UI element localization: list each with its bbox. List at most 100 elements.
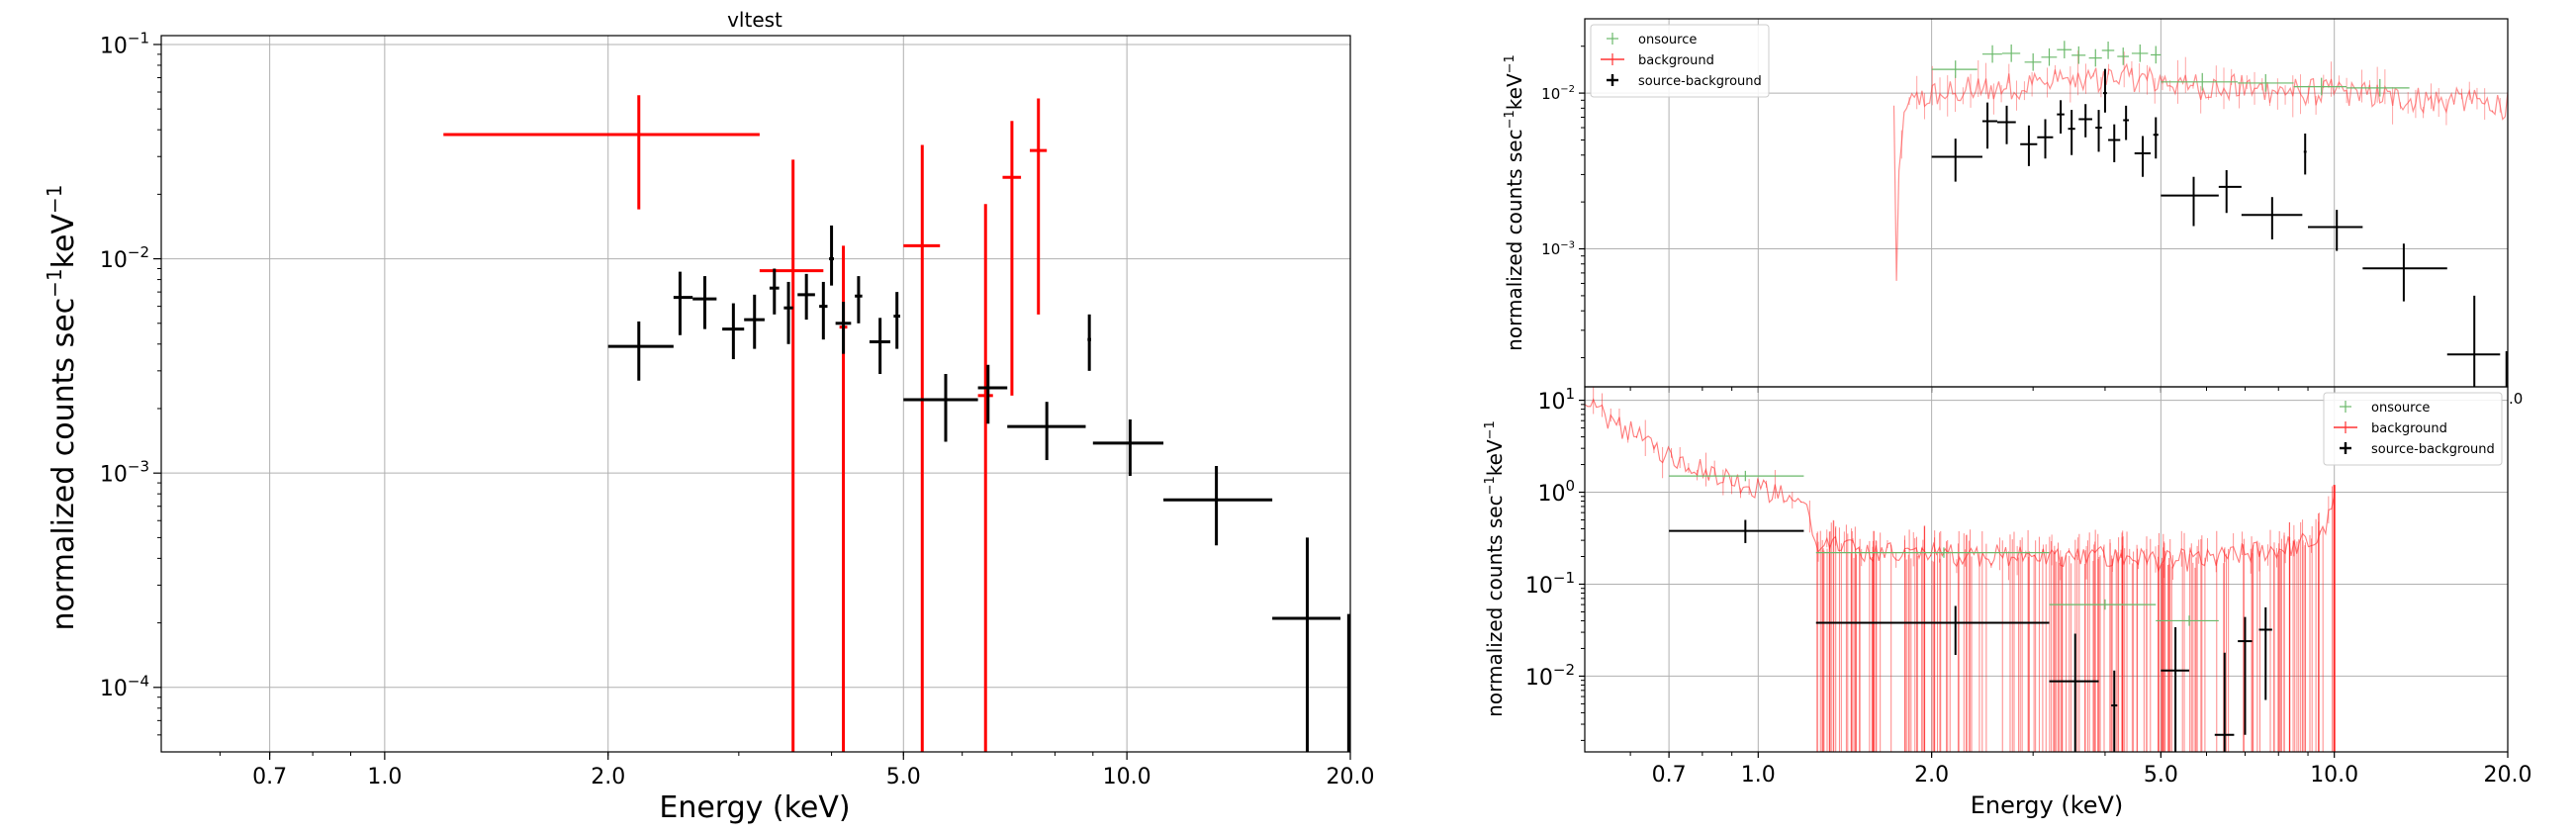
top-right-series-background [1892,50,2508,281]
bottom-right-data-point [2049,633,2099,752]
top-right-data-point [2362,243,2447,302]
top-right-series-source-background [1931,68,2508,387]
left-x-axis-label: Energy (keV) [659,790,850,825]
top-right-series-onsource [1931,41,2410,97]
top-right-data-point [2037,119,2054,159]
bottom-right-series-onsource [1669,470,2219,626]
bottom-right-y-axis-label: normalized counts sec−1keV−1 [1483,420,1507,717]
left-data-point [1163,465,1273,546]
bottom-right-data-point [2111,670,2118,752]
bottom-right-data-point [2156,615,2219,626]
left-plot-area [443,95,1350,752]
left-data-point [1272,537,1341,752]
top-right-data-point [2123,105,2130,140]
left-x-tick-label: 1.0 [367,765,402,789]
top-right-data-point [2071,46,2086,64]
left-y-axis-label-unit: keV [46,214,81,269]
bottom-right-y-axis-label-sup: −1 [1483,476,1498,495]
top-right-data-point [2041,47,2058,66]
left-data-point [673,271,693,335]
top-right-y-axis-label-unit: keV [1503,73,1526,110]
top-right-data-point [2134,136,2152,177]
top-right-data-point [2057,100,2065,134]
left-chart: vltest Energy (keV) normalized counts se… [43,8,1374,825]
top-right-legend-entry: onsource [1607,33,1697,47]
bottom-right-data-point [1815,605,2050,656]
left-x-tick-label: 0.7 [252,765,287,789]
left-y-tick-label: 10−4 [100,672,149,701]
top-right-data-point [2308,210,2363,251]
bottom-right-y-tick-label: 101 [1537,385,1575,415]
top-right-data-point [2505,351,2508,387]
top-right-legend-label: onsource [1638,33,1697,47]
bottom-right-axes-frame [1584,386,2509,753]
top-right-data-point [2218,170,2242,214]
bottom-right-series-background [1585,387,2336,752]
top-right-y-axis-label-sup: −1 [1503,110,1518,129]
bottom-right-x-tick-label: 2.0 [1914,763,1949,788]
top-right-data-point [2101,41,2115,59]
left-x-tick-label: 10.0 [1103,765,1151,789]
top-right-data-point [2088,48,2102,67]
bottom-right-y-tick-label: 100 [1537,477,1575,507]
top-right-data-point [2095,110,2102,152]
left-x-tick-label: 2.0 [591,765,625,789]
left-data-point [692,276,717,329]
top-right-data-point [2161,176,2219,227]
bottom-right-data-point [2258,606,2272,700]
left-data-point [1346,613,1350,752]
left-data-point [829,225,835,286]
top-right-data-point [2153,117,2159,159]
bottom-right-data-point [1669,519,1804,543]
top-right-y-tick-label: 10−3 [1541,239,1575,258]
top-right-data-point [2131,44,2149,62]
top-right-chart: normalized counts sec−1keV−1 10−310−2.0o… [1503,18,2523,408]
top-right-background-line [1892,62,2508,281]
left-data-point [893,292,901,349]
left-data-point [1092,418,1164,477]
top-right-data-point [2241,197,2303,239]
left-data-point [797,273,815,321]
left-y-tick-label: 10−1 [100,29,149,58]
left-data-point [1002,121,1022,396]
top-right-data-point [2078,104,2092,138]
left-data-point [769,268,780,315]
bottom-right-legend-label: background [2371,421,2447,436]
left-x-tick-label: 20.0 [1327,765,1375,789]
bottom-right-plot-area [1585,387,2336,752]
top-right-data-point [2057,41,2072,58]
top-right-data-point [2020,125,2038,166]
left-data-point [835,302,852,354]
left-data-point [443,95,760,210]
bottom-right-data-point [1815,547,2050,558]
top-right-data-point [2346,78,2410,97]
left-data-point [607,321,674,381]
top-right-data-point [2303,133,2307,175]
top-right-data-point [1981,45,2002,63]
bottom-right-data-point [2049,599,2157,610]
bottom-right-legend-entry: onsource [2340,401,2430,416]
top-right-legend-label: source-background [1638,74,1762,89]
bottom-right-legend: onsource background source-background [2323,392,2503,466]
top-right-data-point [2161,72,2239,91]
left-y-tick-label: 10−3 [100,458,149,488]
left-y-axis-label-sup: −1 [43,268,66,297]
bottom-right-data-point [2214,652,2235,752]
bottom-right-data-point [2161,627,2190,752]
bottom-right-series-source-background [1669,519,2272,752]
top-right-data-point [2151,46,2162,64]
left-data-point [722,303,745,360]
bottom-right-x-tick-label: 5.0 [2144,763,2178,788]
bottom-right-y-tick-label: 10−2 [1525,661,1575,691]
left-series-1 [607,225,1350,752]
top-right-legend: onsource background source-background [1590,24,1770,98]
top-right-data-point [1931,139,1982,182]
bottom-right-x-axis-label: Energy (keV) [1971,791,2124,819]
top-right-data-point [2001,44,2021,62]
top-right-data-point [2446,295,2501,387]
top-right-data-point [1981,102,1997,149]
left-y-axis-label-unit-sup: −1 [43,185,66,214]
top-right-plot-area [1892,41,2508,387]
top-right-data-point [2108,124,2121,162]
top-right-data-point [1931,60,1978,78]
